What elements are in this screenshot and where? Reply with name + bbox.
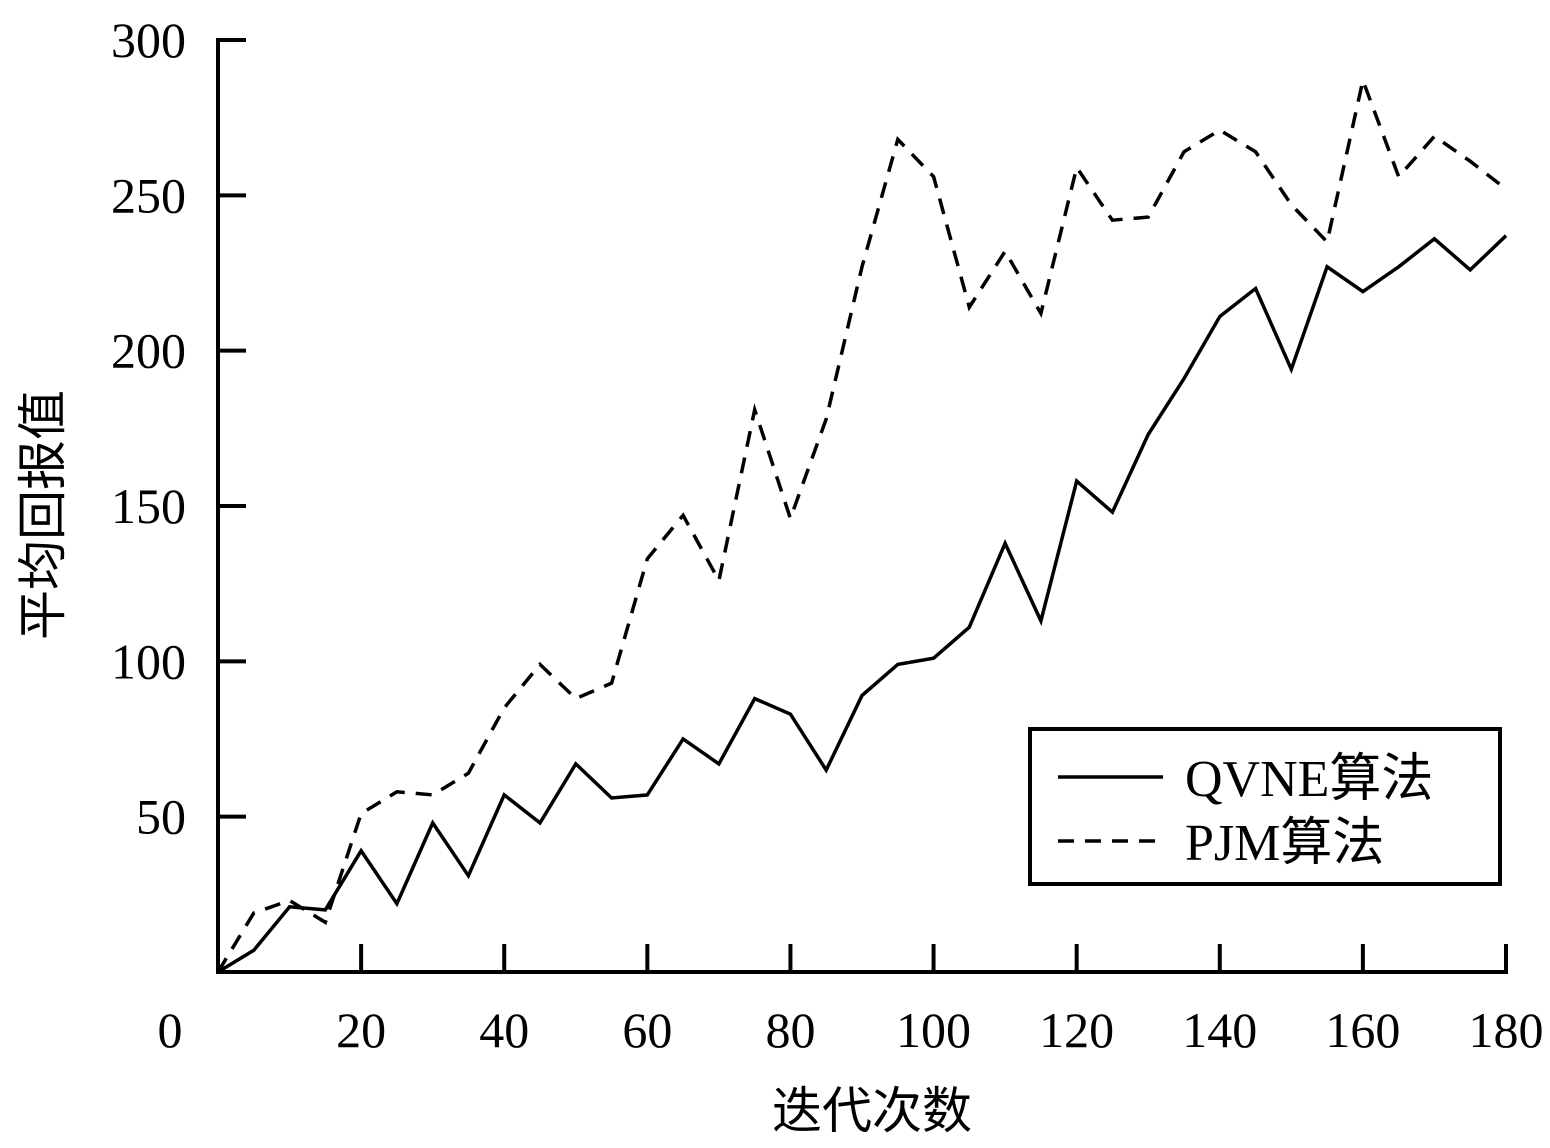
series-line-pjm bbox=[216, 74, 1508, 973]
x-tick-label: 140 bbox=[1182, 1002, 1257, 1058]
x-tick-label: 120 bbox=[1039, 1002, 1114, 1058]
y-tick-label: 100 bbox=[111, 633, 186, 689]
x-tick-label: 100 bbox=[896, 1002, 971, 1058]
legend-label-qvne: QVNE算法 bbox=[1185, 751, 1433, 808]
x-tick-label: 40 bbox=[479, 1002, 529, 1058]
ticks: 50 100 150 200 250 300 0 20 40 60 80 100 120 140 160 18… bbox=[111, 12, 1544, 1058]
y-tick-label: 200 bbox=[111, 323, 186, 379]
x-tick-label: 60 bbox=[622, 1002, 672, 1058]
legend-box bbox=[1028, 727, 1502, 886]
series-line-qvne bbox=[217, 234, 1508, 974]
y-tick-label: 300 bbox=[111, 12, 186, 68]
y-axis-title: 平均回报值 bbox=[14, 390, 72, 640]
x-axis-title: 迭代次数 bbox=[772, 1082, 972, 1140]
legend-label-pjm: PJM算法 bbox=[1185, 815, 1384, 872]
plot-lines bbox=[216, 74, 1508, 974]
y-tick-label: 150 bbox=[111, 478, 186, 534]
y-tick-label: 50 bbox=[136, 789, 186, 845]
x-tick-label: 80 bbox=[765, 1002, 815, 1058]
x-tick-label: 160 bbox=[1325, 1002, 1400, 1058]
x-tick-label: 180 bbox=[1469, 1002, 1544, 1058]
y-tick-label: 250 bbox=[111, 167, 186, 223]
x-tick-label: 20 bbox=[336, 1002, 386, 1058]
legend: QVNE算法 PJM算法 bbox=[1028, 727, 1502, 886]
x-tick-label: 0 bbox=[158, 1002, 183, 1058]
